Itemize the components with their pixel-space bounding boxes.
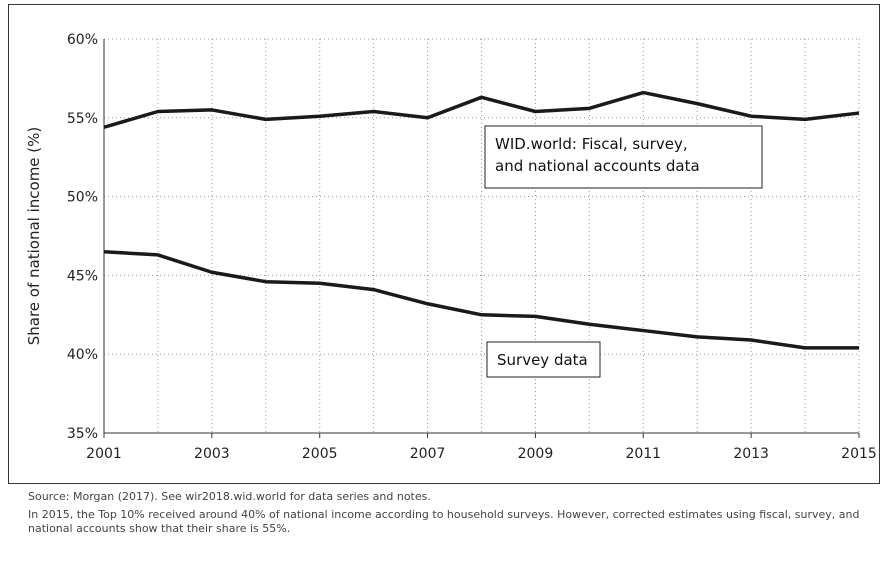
- x-tick-label: 2007: [410, 446, 446, 462]
- series-line-2: [103, 250, 859, 350]
- x-tick-label: 2015: [841, 446, 877, 462]
- annotation-box-2: [486, 341, 601, 378]
- y-tick-label: 40%: [67, 347, 98, 363]
- y-axis-label: Share of national income (%): [25, 127, 43, 346]
- series-line-1: [103, 90, 860, 129]
- annotation-text-1: and national accounts data: [495, 157, 700, 175]
- y-tick-label: 55%: [67, 111, 98, 127]
- annotation-text-1: WID.world: Fiscal, survey,: [495, 135, 688, 153]
- annotation-text-2: Survey data: [497, 351, 588, 369]
- y-tick-label: 35%: [67, 426, 98, 442]
- x-tick-label: 2003: [194, 446, 230, 462]
- annotation-box-1: [484, 125, 763, 189]
- source-note: Source: Morgan (2017). See wir2018.wid.w…: [28, 490, 431, 503]
- x-tick-label: 2005: [302, 446, 338, 462]
- x-tick-label: 2001: [86, 446, 122, 462]
- y-tick-label: 60%: [67, 32, 98, 48]
- x-tick-label: 2011: [625, 446, 661, 462]
- y-tick-label: 45%: [67, 268, 98, 284]
- description-note: In 2015, the Top 10% received around 40%…: [28, 508, 860, 535]
- x-tick-label: 2013: [733, 446, 769, 462]
- line-chart: 35% 40% 45% 50% 55% 60% 2001 2003 2005 2007 2009 20…: [25, 32, 877, 462]
- x-tick-label: 2009: [518, 446, 554, 462]
- chart-notes: Source: Morgan (2017). See wir2018.wid.w…: [28, 490, 868, 540]
- chart-frame: 35% 40% 45% 50% 55% 60% 2001 2003 2005 2007 2009 20…: [8, 4, 880, 484]
- y-tick-label: 50%: [67, 190, 98, 206]
